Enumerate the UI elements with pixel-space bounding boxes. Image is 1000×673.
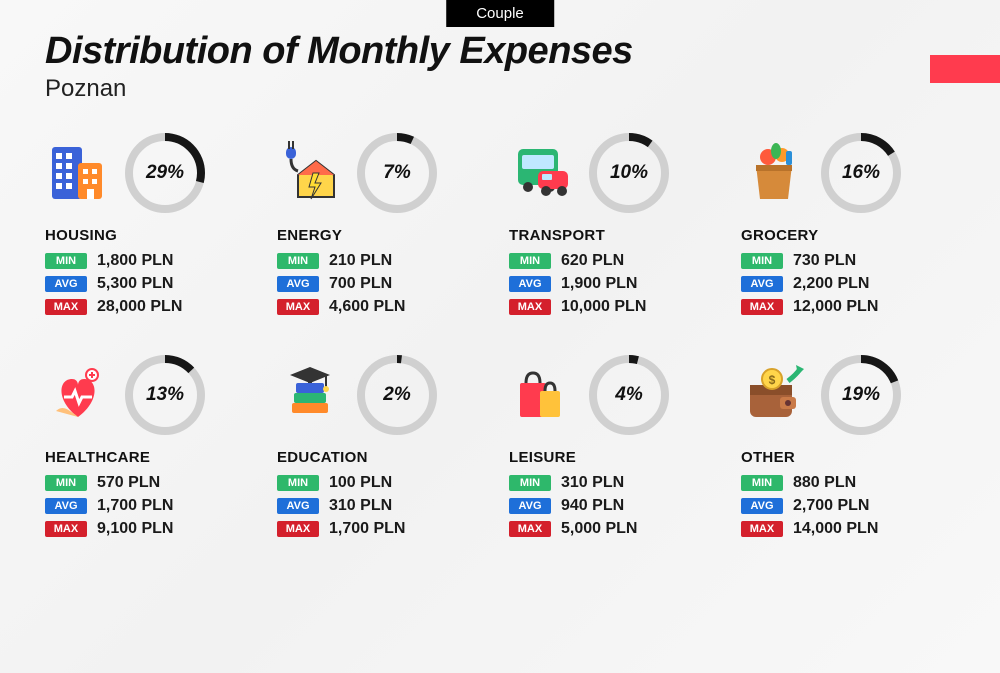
avg-value: 940 PLN	[561, 497, 624, 515]
category-name: LEISURE	[509, 449, 723, 466]
min-value: 570 PLN	[97, 474, 160, 492]
max-badge: MAX	[509, 299, 551, 315]
bus-car-icon	[509, 140, 575, 206]
avg-badge: AVG	[741, 498, 783, 514]
max-badge: MAX	[277, 299, 319, 315]
max-value: 9,100 PLN	[97, 520, 173, 538]
category-name: TRANSPORT	[509, 227, 723, 244]
avg-badge: AVG	[45, 276, 87, 292]
percent-donut: 7%	[357, 133, 437, 213]
avg-badge: AVG	[277, 276, 319, 292]
min-badge: MIN	[277, 475, 319, 491]
page-title: Distribution of Monthly Expenses	[45, 30, 955, 73]
avg-badge: AVG	[45, 498, 87, 514]
percent-label: 16%	[821, 133, 901, 213]
graduation-books-icon	[277, 362, 343, 428]
avg-badge: AVG	[509, 498, 551, 514]
min-value: 310 PLN	[561, 474, 624, 492]
max-value: 10,000 PLN	[561, 298, 646, 316]
category-name: ENERGY	[277, 227, 491, 244]
max-value: 12,000 PLN	[793, 298, 878, 316]
min-value: 210 PLN	[329, 252, 392, 270]
min-badge: MIN	[741, 253, 783, 269]
city-name: Poznan	[45, 75, 955, 103]
min-value: 1,800 PLN	[97, 252, 173, 270]
max-value: 1,700 PLN	[329, 520, 405, 538]
building-icon	[45, 140, 111, 206]
percent-donut: 10%	[589, 133, 669, 213]
category-name: HEALTHCARE	[45, 449, 259, 466]
percent-label: 13%	[125, 355, 205, 435]
wallet-arrow-icon	[741, 362, 807, 428]
avg-badge: AVG	[741, 276, 783, 292]
avg-value: 310 PLN	[329, 497, 392, 515]
avg-value: 5,300 PLN	[97, 275, 173, 293]
category-card-leisure: 4% LEISURE MIN 310 PLN AVG 940 PLN MAX 5…	[509, 355, 723, 543]
category-name: OTHER	[741, 449, 955, 466]
heart-medical-icon	[45, 362, 111, 428]
percent-label: 4%	[589, 355, 669, 435]
percent-label: 29%	[125, 133, 205, 213]
grocery-bag-icon	[741, 140, 807, 206]
avg-value: 1,700 PLN	[97, 497, 173, 515]
category-name: GROCERY	[741, 227, 955, 244]
min-badge: MIN	[277, 253, 319, 269]
max-value: 28,000 PLN	[97, 298, 182, 316]
category-card-grocery: 16% GROCERY MIN 730 PLN AVG 2,200 PLN MA…	[741, 133, 955, 321]
category-card-transport: 10% TRANSPORT MIN 620 PLN AVG 1,900 PLN …	[509, 133, 723, 321]
percent-donut: 4%	[589, 355, 669, 435]
category-card-education: 2% EDUCATION MIN 100 PLN AVG 310 PLN MAX…	[277, 355, 491, 543]
avg-badge: AVG	[277, 498, 319, 514]
max-badge: MAX	[45, 521, 87, 537]
categories-grid: 29% HOUSING MIN 1,800 PLN AVG 5,300 PLN …	[45, 133, 955, 543]
percent-label: 19%	[821, 355, 901, 435]
accent-bar	[930, 55, 1000, 83]
avg-value: 2,700 PLN	[793, 497, 869, 515]
max-badge: MAX	[741, 521, 783, 537]
percent-donut: 13%	[125, 355, 205, 435]
category-card-other: 19% OTHER MIN 880 PLN AVG 2,700 PLN MAX …	[741, 355, 955, 543]
avg-value: 700 PLN	[329, 275, 392, 293]
category-card-energy: 7% ENERGY MIN 210 PLN AVG 700 PLN MAX 4,…	[277, 133, 491, 321]
percent-donut: 2%	[357, 355, 437, 435]
max-badge: MAX	[45, 299, 87, 315]
min-value: 620 PLN	[561, 252, 624, 270]
category-name: EDUCATION	[277, 449, 491, 466]
min-badge: MIN	[509, 253, 551, 269]
min-badge: MIN	[45, 475, 87, 491]
avg-value: 1,900 PLN	[561, 275, 637, 293]
avg-badge: AVG	[509, 276, 551, 292]
category-name: HOUSING	[45, 227, 259, 244]
min-badge: MIN	[509, 475, 551, 491]
percent-label: 2%	[357, 355, 437, 435]
percent-donut: 29%	[125, 133, 205, 213]
min-badge: MIN	[45, 253, 87, 269]
max-value: 5,000 PLN	[561, 520, 637, 538]
max-badge: MAX	[509, 521, 551, 537]
max-value: 14,000 PLN	[793, 520, 878, 538]
percent-label: 10%	[589, 133, 669, 213]
min-badge: MIN	[741, 475, 783, 491]
max-badge: MAX	[277, 521, 319, 537]
percent-donut: 16%	[821, 133, 901, 213]
shopping-bags-icon	[509, 362, 575, 428]
household-tag: Couple	[446, 0, 554, 27]
category-card-healthcare: 13% HEALTHCARE MIN 570 PLN AVG 1,700 PLN…	[45, 355, 259, 543]
max-value: 4,600 PLN	[329, 298, 405, 316]
plug-house-icon	[277, 140, 343, 206]
min-value: 730 PLN	[793, 252, 856, 270]
avg-value: 2,200 PLN	[793, 275, 869, 293]
min-value: 100 PLN	[329, 474, 392, 492]
min-value: 880 PLN	[793, 474, 856, 492]
percent-donut: 19%	[821, 355, 901, 435]
max-badge: MAX	[741, 299, 783, 315]
category-card-housing: 29% HOUSING MIN 1,800 PLN AVG 5,300 PLN …	[45, 133, 259, 321]
percent-label: 7%	[357, 133, 437, 213]
